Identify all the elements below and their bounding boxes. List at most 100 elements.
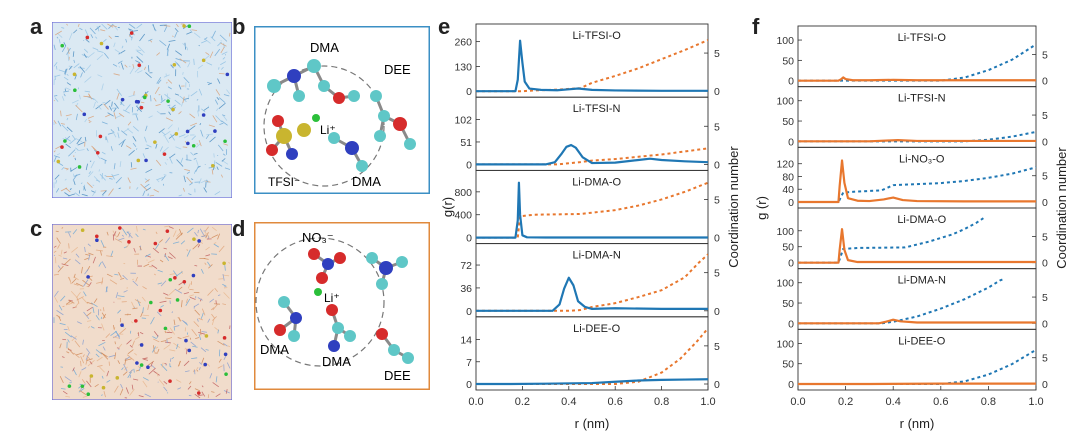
molecule-bond [127,349,134,355]
atom-dot [168,277,173,282]
x-axis-label: r (nm) [900,416,935,431]
molecule-bond [144,253,151,258]
molecule-bond [53,100,55,102]
simulation-box-c [52,224,232,400]
molecule-bond [155,143,158,149]
subplot-title: Li-DMA-O [897,214,946,226]
molecule-bond [180,300,183,308]
molecule-bond [83,53,87,58]
molecule-bond [74,192,80,197]
y-tick-label: 100 [776,338,794,350]
molecule-bond [113,327,116,331]
molecule-bond [153,97,157,102]
molecule-bond [116,92,120,100]
molecule-bond [176,379,182,383]
molecule-bond [140,183,148,191]
molecule-bond [138,366,141,369]
molecule-bond [127,121,132,126]
molecule-bond [220,66,224,70]
molecule-bond [54,30,62,36]
molecule-bond [199,228,205,236]
molecule-bond [131,340,135,347]
molecule-bond [121,45,124,49]
molecule-bond [96,54,104,61]
atom-dot [192,237,196,241]
molecule-bond [101,195,105,197]
molecule-bond [113,231,117,237]
x-tick-label: 0.2 [838,396,853,408]
atom-dot [185,129,190,134]
molecule-bond [88,282,92,287]
molecule-bond [134,299,142,304]
molecule-bond [68,65,73,70]
molecule-bond [93,101,96,108]
molecule-bond [72,229,78,235]
atom-dot [80,228,85,232]
molecule-bond [164,341,171,344]
molecule-bond [169,156,173,164]
molecule-bond [136,56,144,63]
molecule-bond [198,331,206,335]
molecule-bond [75,282,84,287]
molecule-bond [81,193,88,197]
molecule-bond [163,292,169,296]
molecule-bond [178,134,186,138]
molecule-bond [222,273,225,281]
molecule-bond [217,329,220,334]
molecule-bond [190,122,198,127]
atom-dot [139,105,144,110]
molecule-bond [71,246,79,253]
molecule-bond [201,308,206,316]
molecule-bond [95,349,103,355]
atom-dot [201,113,206,117]
y-tick-label-right: 0 [1042,197,1048,209]
molecule-bond [65,395,71,398]
molecule-bond [62,390,68,395]
molecule-bond [110,146,113,151]
molecule-bond [63,42,67,47]
molecule-bond [177,337,182,340]
coordination-number-line [798,217,985,264]
molecule-bond [164,225,170,228]
y-tick-label: 0 [788,197,794,209]
molecule-mesh [53,225,231,399]
molecule-bond [166,81,168,84]
atom-dot [211,163,215,168]
subplot-title: Li-NO₃-O [899,153,945,165]
molecule-bond [175,23,179,28]
molecule-bond [96,26,99,29]
molecule-bond [141,296,146,302]
molecule-bond [57,153,61,156]
molecule-bond [194,231,198,237]
molecule-bond [137,45,145,53]
molecule-bond [101,323,105,331]
molecule-bond [76,137,82,145]
molecule-bond [160,99,166,104]
molecule-bond [103,38,107,43]
molecule-bond [198,140,202,147]
molecule-bond [223,94,230,97]
atom-dot [186,141,190,146]
y-tick-label-right: 0 [714,233,720,245]
molecule-bond [229,32,231,37]
molecule-bond [85,358,88,365]
molecule-bond [68,149,76,157]
molecule-bond [159,300,167,303]
molecule-bond [217,365,223,369]
molecule-bond [71,278,77,284]
atom-dot [182,280,187,284]
molecule-bond [217,78,221,84]
molecule-bond [112,336,119,339]
molecule-bond [205,246,210,251]
molecule-bond [97,74,103,78]
coordination-number-line [798,43,1036,82]
molecule-bond [225,389,228,394]
molecule-bond [53,155,60,158]
molecule-bond [119,161,122,167]
molecule-bond [135,148,138,151]
molecule-bond [134,352,138,356]
molecule-bond [217,144,224,152]
molecule-bond [64,192,70,197]
molecule-bond [193,32,201,38]
molecule-bond [135,276,138,282]
